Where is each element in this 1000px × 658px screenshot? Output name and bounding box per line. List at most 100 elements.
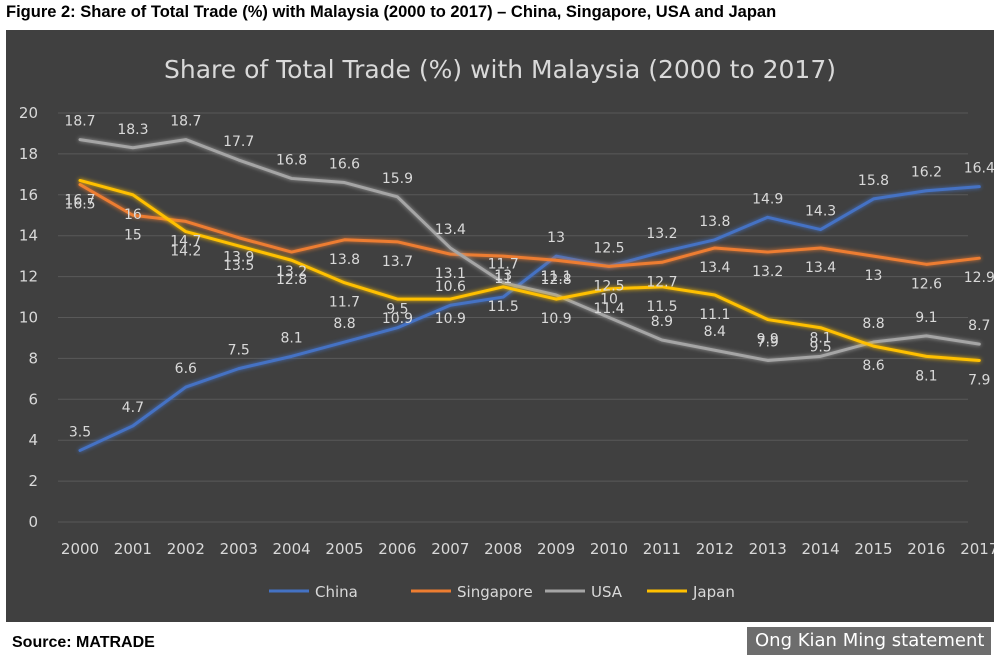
data-label-singapore: 13.4 [699,260,730,276]
data-label-china: 4.7 [122,400,144,416]
y-tick-label: 16 [19,186,38,204]
y-tick-label: 0 [28,513,38,531]
y-tick-label: 10 [19,309,38,327]
data-label-china: 7.5 [228,343,250,359]
data-label-usa: 18.7 [64,114,95,130]
x-tick-label: 2004 [273,540,311,558]
data-label-singapore: 13.2 [276,264,307,280]
data-label-singapore: 16.5 [64,197,95,213]
x-tick-label: 2001 [114,540,152,558]
chart-title: Share of Total Trade (%) with Malaysia (… [164,55,836,84]
legend-label-singapore: Singapore [457,583,533,601]
x-tick-label: 2014 [802,540,840,558]
series-lines [78,138,981,452]
series-line-singapore [78,183,981,268]
legend-label-china: China [315,583,358,601]
x-tick-label: 2000 [61,540,99,558]
watermark: Ong Kian Ming statement [747,627,991,655]
legend-label-japan: Japan [692,583,735,601]
data-label-china: 14.3 [805,204,836,220]
series-line-china [78,185,981,452]
data-label-singapore: 13 [865,268,883,284]
y-axis-ticks: 0 2 4 6 8 10 12 14 16 18 20 [19,104,38,531]
x-tick-label: 2007 [431,540,469,558]
x-tick-label: 2005 [325,540,363,558]
x-tick-label: 2015 [854,540,892,558]
data-label-china: 6.6 [175,361,197,377]
chart-panel: Share of Total Trade (%) with Malaysia (… [6,30,994,622]
x-tick-label: 2009 [537,540,575,558]
data-label-japan: 11.7 [329,295,360,311]
data-label-japan: 12.8 [276,272,307,288]
data-label-china: 3.5 [69,424,91,440]
x-tick-label: 2008 [484,540,522,558]
data-label-japan: 14.2 [170,244,201,260]
data-label-china: 9.5 [386,302,408,318]
x-tick-label: 2011 [643,540,681,558]
data-labels: 3.54.76.67.58.18.89.510.6111312.513.213.… [64,114,994,441]
data-label-singapore: 12.7 [646,274,677,290]
data-label-singapore: 12.8 [541,272,572,288]
data-label-usa: 17.7 [223,134,254,150]
data-label-singapore: 13.1 [435,266,466,282]
data-label-china: 12.5 [593,240,624,256]
y-tick-label: 18 [19,145,38,163]
x-tick-label: 2013 [749,540,787,558]
data-label-japan: 11.1 [699,307,730,323]
data-label-japan: 9.5 [809,340,831,356]
data-label-china: 13.8 [699,214,730,230]
data-label-japan: 10.9 [541,311,572,327]
data-label-singapore: 15 [124,227,142,243]
data-label-japan: 9.9 [757,332,779,348]
data-label-singapore: 13.8 [329,252,360,268]
data-label-china: 14.9 [752,191,783,207]
figure-caption: Figure 2: Share of Total Trade (%) with … [6,3,777,21]
y-tick-label: 6 [28,390,38,408]
data-label-singapore: 12.5 [593,278,624,294]
data-label-japan: 11.5 [488,299,519,315]
data-label-china: 16.2 [911,165,942,181]
data-label-japan: 8.6 [862,358,884,374]
data-label-japan: 10.9 [435,311,466,327]
data-label-usa: 16.8 [276,152,307,168]
data-label-china: 11 [494,271,512,287]
data-label-china: 10.6 [435,279,466,295]
data-label-china: 8.1 [280,330,302,346]
data-label-china: 13 [547,230,565,246]
data-label-usa: 7.9 [757,334,779,350]
x-tick-label: 2012 [696,540,734,558]
data-label-japan: 7.9 [968,372,990,388]
gridlines [58,112,968,523]
x-tick-label: 2010 [590,540,628,558]
series-line-usa [78,138,981,362]
data-label-usa: 9.1 [915,310,937,326]
series-line-japan [78,178,981,362]
data-label-singapore: 14.7 [170,233,201,249]
data-label-japan: 16.7 [64,192,95,208]
x-tick-label: 2006 [378,540,416,558]
data-label-japan: 11.5 [646,299,677,315]
data-label-singapore: 12.9 [964,270,994,286]
data-label-japan: 13.5 [223,258,254,274]
data-label-usa: 11.1 [541,269,572,285]
y-tick-label: 2 [28,472,38,490]
data-label-china: 16.4 [964,161,994,177]
data-label-japan: 8.1 [915,368,937,384]
data-label-usa: 8.4 [704,324,726,340]
y-tick-label: 14 [19,227,38,245]
data-label-usa: 18.3 [117,122,148,138]
y-tick-label: 4 [28,431,38,449]
data-label-singapore: 13 [494,268,512,284]
data-label-usa: 11.7 [488,257,519,273]
source-note: Source: MATRADE [12,634,155,651]
data-label-japan: 10.9 [382,311,413,327]
data-label-singapore: 13.4 [805,260,836,276]
data-label-china: 13.2 [646,226,677,242]
data-label-japan: 11.4 [593,301,624,317]
x-axis-ticks: 2000 2001 2002 2003 2004 2005 2006 2007 2008 2009… [61,540,994,558]
x-tick-label: 2017 [960,540,994,558]
data-label-usa: 18.7 [170,114,201,130]
x-tick-label: 2016 [907,540,945,558]
data-label-singapore: 13.9 [223,250,254,266]
legend: China Singapore USA Japan [269,583,735,601]
